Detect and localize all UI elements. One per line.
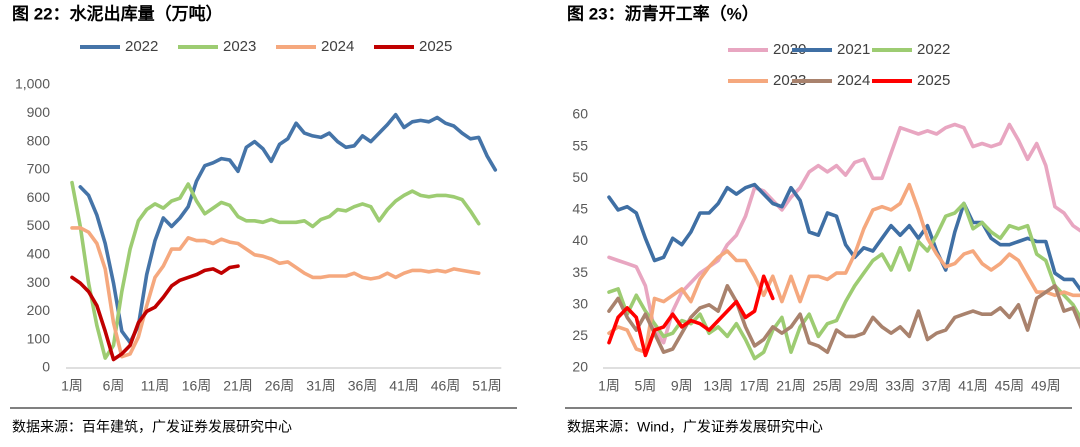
y-tick-label: 400 [27, 246, 51, 262]
series-line [607, 274, 775, 358]
x-tick-label: 17周 [740, 378, 770, 394]
series-line [70, 264, 240, 362]
x-tick-label: 49周 [1031, 378, 1061, 394]
x-tick-label: 21周 [776, 378, 806, 394]
legend-label: 2021 [837, 41, 870, 58]
legend-label: 2024 [837, 72, 870, 89]
legend-label: 2023 [773, 72, 806, 89]
legend-label: 2022 [917, 41, 950, 58]
x-tick-label: 51周 [472, 378, 502, 394]
y-tick-label: 30 [572, 295, 588, 311]
x-tick-label: 11周 [141, 378, 170, 394]
y-tick-label: 300 [27, 274, 51, 290]
y-tick-label: 800 [27, 132, 51, 148]
x-tick-label: 26周 [265, 378, 295, 394]
legend-label: 2022 [125, 38, 158, 55]
x-tick-label: 41周 [958, 378, 988, 394]
x-tick-label: 41周 [389, 378, 419, 394]
y-tick-label: 50 [572, 169, 588, 185]
legend-label: 2025 [419, 38, 452, 55]
x-tick-label: 36周 [348, 378, 378, 394]
x-tick-label: 21周 [223, 378, 253, 394]
y-tick-label: 1,000 [15, 76, 50, 92]
y-tick-label: 600 [27, 189, 51, 205]
y-tick-label: 100 [27, 330, 51, 346]
x-tick-label: 29周 [849, 378, 879, 394]
x-tick-label: 31周 [306, 378, 336, 394]
legend-label: 2020 [773, 41, 806, 58]
y-tick-label: 45 [572, 201, 588, 217]
series-line [70, 226, 481, 359]
y-tick-label: 500 [27, 217, 51, 233]
y-tick-label: 900 [27, 104, 51, 120]
chart-title: 图 22：水泥出库量（万吨） [12, 3, 223, 23]
source-note: 数据来源：Wind，广发证券发展研究中心 [567, 419, 823, 435]
y-tick-label: 20 [572, 359, 588, 375]
x-tick-label: 45周 [995, 378, 1025, 394]
legend-label: 2024 [321, 38, 354, 55]
x-tick-label: 5周 [635, 378, 657, 394]
x-tick-label: 1周 [598, 378, 620, 394]
x-tick-label: 46周 [431, 378, 461, 394]
y-tick-label: 35 [572, 264, 588, 280]
x-tick-label: 16周 [182, 378, 212, 394]
chart-title: 图 23：沥青开工率（%） [567, 3, 759, 23]
legend-label: 2025 [917, 72, 950, 89]
y-tick-label: 25 [572, 327, 588, 343]
y-tick-label: 200 [27, 302, 51, 318]
y-tick-label: 55 [572, 137, 588, 153]
x-tick-label: 13周 [703, 378, 733, 394]
y-tick-label: 40 [572, 232, 588, 248]
series-line [70, 180, 481, 360]
y-tick-label: 700 [27, 161, 51, 177]
series-line [607, 182, 1080, 354]
x-tick-label: 6周 [103, 378, 125, 394]
series-line [78, 112, 498, 345]
x-tick-label: 37周 [922, 378, 952, 394]
y-tick-label: 60 [572, 106, 588, 122]
x-tick-label: 9周 [671, 378, 693, 394]
series-line [607, 122, 1080, 345]
series-line [607, 182, 1080, 293]
x-tick-label: 25周 [813, 378, 843, 394]
source-note: 数据来源：百年建筑，广发证券发展研究中心 [12, 419, 292, 435]
y-tick-label: 0 [42, 359, 50, 375]
x-tick-label: 33周 [885, 378, 915, 394]
legend-label: 2023 [223, 38, 256, 55]
x-tick-label: 1周 [61, 378, 83, 394]
